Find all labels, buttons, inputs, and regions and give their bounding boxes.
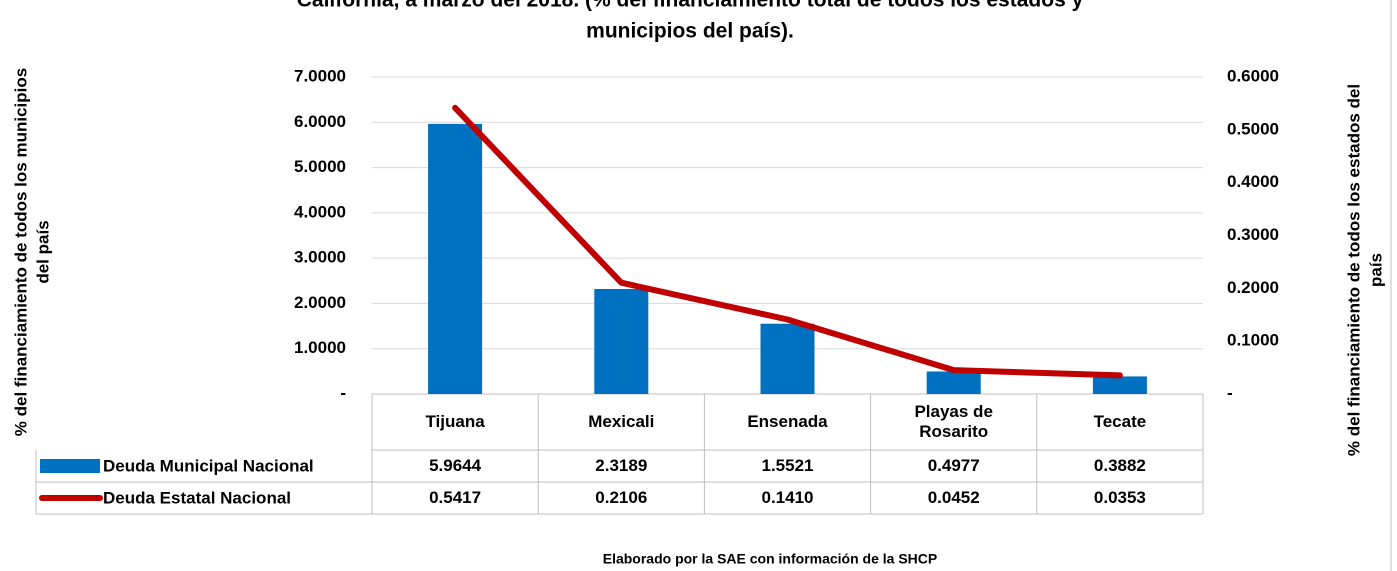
bar [428,123,483,394]
y2-tick-label: 0.5000 [1227,119,1279,138]
category-label-box: Tijuana [425,412,485,431]
y2-tick-label: 0.2000 [1227,278,1279,297]
category-label-box: Tecate [1093,412,1147,431]
y-axis-label: del país [33,220,52,283]
y2-axis-label: país [1366,253,1385,287]
y-tick-label: 6.0000 [294,112,346,131]
category-label-box: Playas de Rosarito [914,402,993,441]
legend-swatch [40,459,100,473]
chart-title: municipios del país). [586,20,794,43]
bar [1092,376,1147,394]
category-label: Ensenada [747,412,828,431]
y2-tick-label: 0.6000 [1227,66,1279,85]
category-label: Mexicali [588,412,655,431]
table-value: 0.0353 [1093,488,1146,507]
y2-tick-label: 0.3000 [1227,225,1279,244]
legend-label: Deuda Estatal Nacional [103,488,291,507]
table-value: 5.9644 [429,456,482,475]
y2-tick-label: - [1227,383,1233,402]
category-label: Tijuana [425,412,485,431]
table-value-box: 0.3882 [1093,456,1146,475]
y-tick-label: 4.0000 [294,202,346,221]
table-value: 0.2106 [595,488,648,507]
bar [926,371,981,394]
table-value-box: 0.4977 [927,456,980,475]
y-tick-label: 2.0000 [294,293,346,312]
bar [760,323,815,394]
y-tick-label: - [340,383,346,402]
table-value: 0.5417 [429,488,482,507]
table-value-box: 0.0353 [1093,488,1146,507]
category-label: Playas de Rosarito [914,402,993,441]
y-axis-label: % del financiamiento de todos los munici… [11,68,30,436]
table-value-box: 5.9644 [429,456,482,475]
table-value-box: 0.2106 [595,488,648,507]
table-value-box: 0.1410 [761,488,814,507]
y2-tick-label: 0.4000 [1227,172,1279,191]
footer: Elaborado por la SAE con información de … [603,551,938,567]
y-tick-label: 7.0000 [294,66,346,85]
table-value: 1.5521 [761,456,814,475]
table-value-box: 1.5521 [761,456,814,475]
table-value-box: 0.5417 [429,488,482,507]
chart-title: California, a marzo del 2018. (% del fin… [297,0,1084,12]
table-value: 2.3189 [595,456,648,475]
legend-label: Deuda Municipal Nacional [103,456,314,475]
category-label-box: Mexicali [588,412,655,431]
table-value: 0.3882 [1093,456,1146,475]
y2-axis-label: % del financiamiento de todos los estado… [1344,84,1363,456]
y-tick-label: 3.0000 [294,248,346,267]
y-tick-label: 1.0000 [294,338,346,357]
table-value: 0.4977 [927,456,980,475]
table-value: 0.0452 [927,488,980,507]
table-value-box: 0.0452 [927,488,980,507]
y2-tick-label: 0.1000 [1227,331,1279,350]
category-label-box: Ensenada [747,412,828,431]
bar [594,288,649,394]
table-value-box: 2.3189 [595,456,648,475]
y-tick-label: 5.0000 [294,157,346,176]
table-value: 0.1410 [761,488,814,507]
category-label: Tecate [1093,412,1147,431]
line-series [452,104,1123,379]
